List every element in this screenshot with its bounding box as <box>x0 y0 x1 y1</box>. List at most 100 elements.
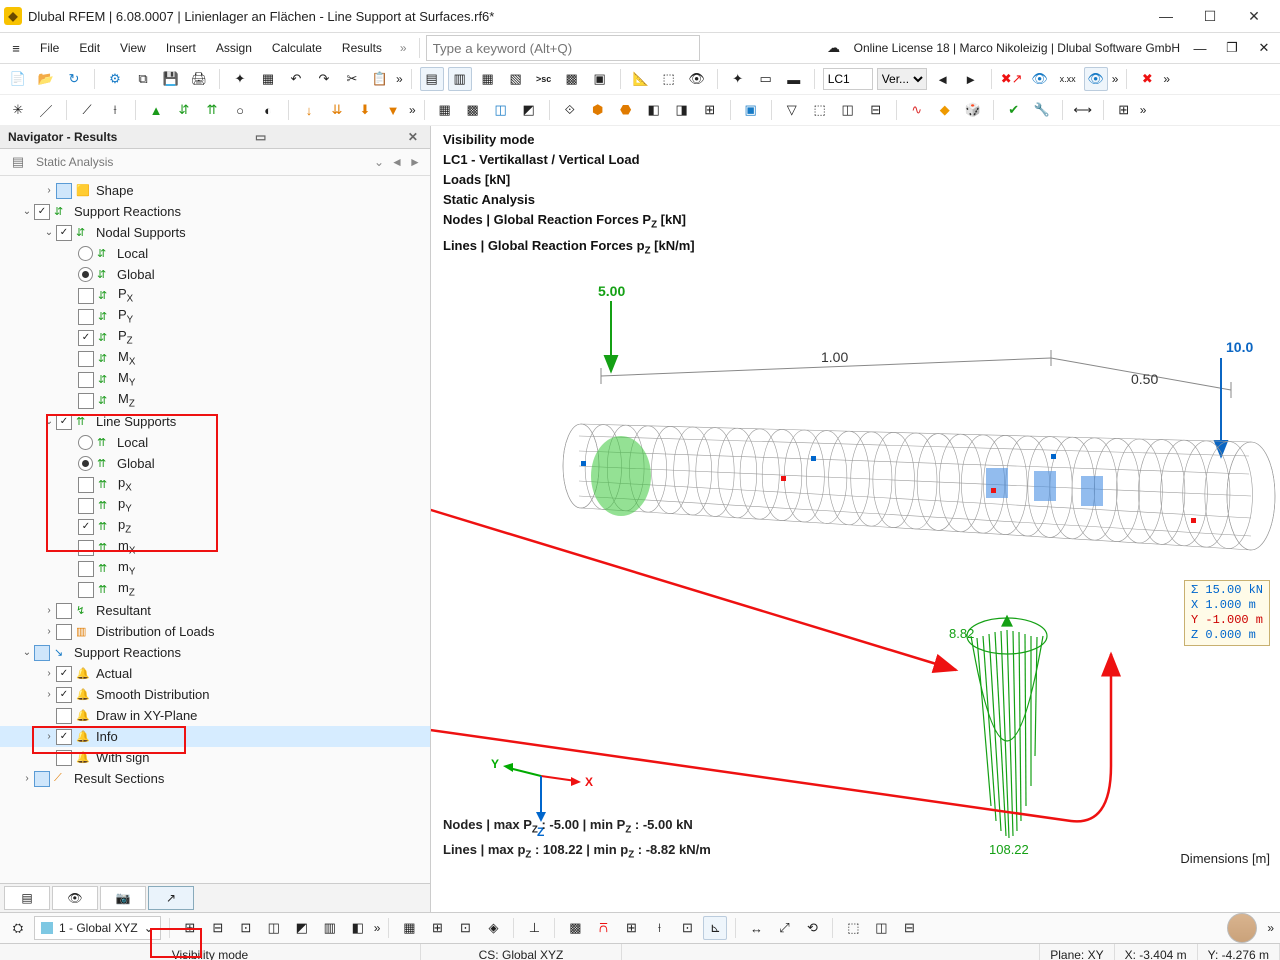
check-icon[interactable]: ✔ <box>1002 98 1026 122</box>
toolbar-overflow2-icon[interactable]: » <box>1112 72 1119 86</box>
grid-a-icon[interactable]: ▦ <box>433 98 457 122</box>
cs-icon[interactable]: ⛭ <box>6 916 30 940</box>
tree-row-3[interactable]: ⇵Local <box>0 243 430 264</box>
res-c-icon[interactable]: ⬣ <box>614 98 638 122</box>
panel-b-icon[interactable]: ▥ <box>448 67 472 91</box>
tree-row-26[interactable]: ›🔔Info <box>0 726 430 747</box>
tree-row-25[interactable]: 🔔Draw in XY-Plane <box>0 705 430 726</box>
magnet-icon[interactable]: ⩃ <box>591 916 615 940</box>
loadcase-code-input[interactable] <box>823 68 873 90</box>
tree-row-17[interactable]: ⇈mX <box>0 537 430 558</box>
menu-view[interactable]: View <box>110 37 156 59</box>
tree-checkbox[interactable] <box>56 687 72 703</box>
tree-checkbox[interactable] <box>78 372 94 388</box>
tree-checkbox[interactable] <box>78 288 94 304</box>
tree-checkbox[interactable] <box>34 771 50 787</box>
eye-icon[interactable]: 👁 <box>685 67 709 91</box>
grid-icon[interactable]: ⊞ <box>1112 98 1136 122</box>
tree-row-18[interactable]: ⇈mY <box>0 558 430 579</box>
prev-lc-icon[interactable]: ◄ <box>931 67 955 91</box>
surface-icon[interactable]: ◫ <box>489 98 513 122</box>
results-tree[interactable]: ›🟨Shape⌄⇵Support Reactions⌄⇵Nodal Suppor… <box>0 176 430 883</box>
cloud-icon[interactable]: ☁ <box>822 36 846 60</box>
tree-row-0[interactable]: ›🟨Shape <box>0 180 430 201</box>
res-f-icon[interactable]: ⊞ <box>698 98 722 122</box>
load-b-icon[interactable]: ⇊ <box>325 98 349 122</box>
tree-checkbox[interactable] <box>78 330 94 346</box>
tree-checkbox[interactable] <box>78 519 94 535</box>
viewport-3d[interactable]: Visibility modeLC1 - Vertikallast / Vert… <box>431 126 1280 912</box>
bt-f-icon[interactable]: ▥ <box>318 916 342 940</box>
member-icon[interactable]: ⟋ <box>75 98 99 122</box>
bt-c-icon[interactable]: ⊡ <box>234 916 258 940</box>
tree-checkbox[interactable] <box>78 498 94 514</box>
tree-row-24[interactable]: ›🔔Smooth Distribution <box>0 684 430 705</box>
measure-icon[interactable]: 📐 <box>629 67 653 91</box>
bt-s-icon[interactable]: ⤢ <box>772 916 796 940</box>
tree-checkbox[interactable] <box>78 477 94 493</box>
keyword-search-input[interactable] <box>426 35 700 61</box>
panel-a-icon[interactable]: ▤ <box>420 67 444 91</box>
menu-results[interactable]: Results <box>332 37 392 59</box>
star-icon[interactable]: ✦ <box>726 67 750 91</box>
menu-edit[interactable]: Edit <box>69 37 110 59</box>
tree-checkbox[interactable] <box>56 603 72 619</box>
bt-r-icon[interactable]: ↔ <box>744 916 768 940</box>
view-icon[interactable]: ⬚ <box>657 67 681 91</box>
navigator-dock-icon[interactable]: ▭ <box>251 130 270 144</box>
tree-checkbox[interactable] <box>34 645 50 661</box>
res-e-icon[interactable]: ◨ <box>670 98 694 122</box>
tree-checkbox[interactable] <box>78 561 94 577</box>
tree-row-5[interactable]: ⇵PX <box>0 285 430 306</box>
tree-row-9[interactable]: ⇵MY <box>0 369 430 390</box>
global-cs-select[interactable]: 1 - Global XYZ ⌄ <box>34 916 161 940</box>
more-menus-icon[interactable]: » <box>394 41 413 55</box>
app-menu-icon[interactable]: ≡ <box>4 36 28 60</box>
tree-checkbox[interactable] <box>56 225 72 241</box>
undo-icon[interactable]: ↶ <box>284 67 308 91</box>
bt-d-icon[interactable]: ◫ <box>262 916 286 940</box>
tree-row-1[interactable]: ⌄⇵Support Reactions <box>0 201 430 222</box>
load-d-icon[interactable]: ▼ <box>381 98 405 122</box>
menu-file[interactable]: File <box>30 37 69 59</box>
tree-checkbox[interactable] <box>56 624 72 640</box>
load-a-icon[interactable]: ↓ <box>297 98 321 122</box>
tree-checkbox[interactable] <box>78 540 94 556</box>
inner-restore-button[interactable]: ❐ <box>1220 36 1244 60</box>
tree-row-15[interactable]: ⇈pY <box>0 495 430 516</box>
bt-q-icon[interactable]: ⊾ <box>703 916 727 940</box>
toolbar-overflow3-icon[interactable]: » <box>1163 72 1170 86</box>
abort-icon[interactable]: ✖ <box>1135 67 1159 91</box>
tab-results-icon[interactable]: ↗ <box>148 886 194 910</box>
tree-radio[interactable] <box>78 246 93 261</box>
user-avatar[interactable] <box>1227 913 1257 943</box>
support-b-icon[interactable]: ⇵ <box>172 98 196 122</box>
analysis-select[interactable]: Static Analysis <box>30 155 370 169</box>
res-a-icon[interactable]: ⟐ <box>558 98 582 122</box>
panel-f-icon[interactable]: ▣ <box>588 67 612 91</box>
tree-row-21[interactable]: ›▥Distribution of Loads <box>0 621 430 642</box>
bt-i-icon[interactable]: ⊞ <box>425 916 449 940</box>
bt-a-icon[interactable]: ⊞ <box>178 916 202 940</box>
tab-views-icon[interactable]: 📷 <box>100 886 146 910</box>
tree-row-20[interactable]: ›↯Resultant <box>0 600 430 621</box>
tree-row-14[interactable]: ⇈pX <box>0 474 430 495</box>
menu-calculate[interactable]: Calculate <box>262 37 332 59</box>
panel-d-icon[interactable]: ▧ <box>504 67 528 91</box>
show-results-icon[interactable]: 👁 <box>1084 67 1108 91</box>
tree-row-7[interactable]: ⇵PZ <box>0 327 430 348</box>
wrench-icon[interactable]: 🔧 <box>1030 98 1054 122</box>
loadcase-select[interactable]: Ver... <box>877 68 927 90</box>
tree-row-8[interactable]: ⇵MX <box>0 348 430 369</box>
diagram-icon[interactable]: ∿ <box>905 98 929 122</box>
new-icon[interactable]: 📄 <box>6 67 30 91</box>
delete-result-icon[interactable]: ✖↗ <box>1000 67 1024 91</box>
table-icon[interactable]: ▦ <box>256 67 280 91</box>
sel-a-icon[interactable]: ⬚ <box>808 98 832 122</box>
inner-minimize-button[interactable]: — <box>1188 36 1212 60</box>
open-icon[interactable]: 📂 <box>34 67 58 91</box>
print-icon[interactable]: 🖨 <box>187 67 211 91</box>
bt-p-icon[interactable]: ⊡ <box>675 916 699 940</box>
tree-row-19[interactable]: ⇈mZ <box>0 579 430 600</box>
redo-icon[interactable]: ↷ <box>312 67 336 91</box>
